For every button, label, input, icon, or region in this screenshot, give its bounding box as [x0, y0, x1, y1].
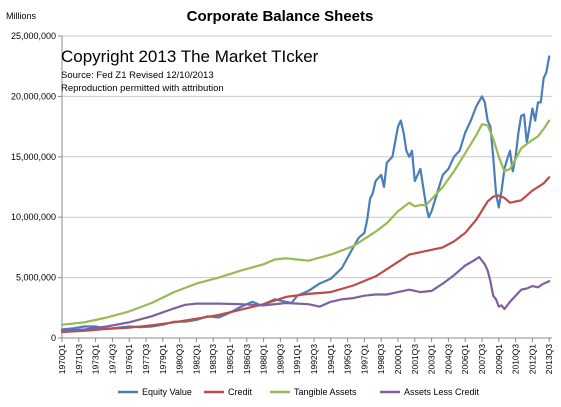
x-tick-label: 2000Q1: [393, 344, 403, 375]
series-line-equity-value: [60, 55, 551, 331]
x-tick-label: 2007Q3: [477, 344, 487, 375]
reproduction-annotation: Reproduction permitted with attribution: [61, 83, 224, 94]
x-tick-label: 2010Q3: [511, 344, 521, 375]
series-line-tangible-assets: [60, 119, 551, 326]
x-axis-ticks: 1970Q1 1971Q3 1973Q1 1974Q3 1976Q1 1977Q3 1979…: [57, 338, 554, 374]
y-tick-label: 25,000,000: [11, 31, 56, 41]
x-tick-label: 1985Q1: [225, 344, 235, 375]
x-tick-label: 1973Q1: [91, 344, 101, 375]
x-tick-label: 1992Q3: [309, 344, 319, 375]
legend-label-equity-value: Equity Value: [142, 387, 192, 397]
x-tick-label: 2001Q3: [410, 344, 420, 375]
y-axis-label: Millions: [6, 11, 37, 21]
series-lines: [60, 55, 551, 334]
x-tick-label: 1994Q1: [326, 344, 336, 375]
x-tick-label: 1998Q3: [376, 344, 386, 375]
grid-lines: [62, 35, 552, 279]
x-tick-label: 1983Q3: [208, 344, 218, 375]
x-tick-label: 1995Q3: [343, 344, 353, 375]
copyright-annotation: Copyright 2013 The Market TIcker: [61, 47, 319, 66]
axes: [61, 36, 552, 339]
x-tick-label: 1986Q3: [242, 344, 252, 375]
x-tick-label: 2009Q1: [494, 344, 504, 375]
x-tick-label: 1979Q1: [158, 344, 168, 375]
x-tick-label: 1989Q3: [275, 344, 285, 375]
chart-title: Corporate Balance Sheets: [187, 8, 374, 25]
x-tick-label: 2006Q1: [460, 344, 470, 375]
source-annotation: Source: Fed Z1 Revised 12/10/2013: [61, 70, 214, 81]
series-line-credit: [60, 176, 551, 334]
x-tick-label: 1980Q3: [175, 344, 185, 375]
series-line-assets-less-credit: [60, 256, 551, 332]
x-tick-label: 1974Q3: [107, 344, 117, 375]
x-tick-label: 1970Q1: [57, 344, 67, 375]
x-tick-label: 1977Q3: [141, 344, 151, 375]
x-tick-label: 1976Q1: [124, 344, 134, 375]
x-tick-label: 1971Q3: [74, 344, 84, 375]
x-tick-label: 2012Q1: [527, 344, 537, 375]
x-tick-label: 2004Q3: [443, 344, 453, 375]
x-tick-label: 1997Q1: [359, 344, 369, 375]
x-tick-label: 2003Q1: [427, 344, 437, 375]
y-tick-label: 20,000,000: [11, 91, 56, 101]
x-tick-label: 1988Q1: [259, 344, 269, 375]
x-tick-label: 2013Q3: [544, 344, 554, 375]
legend-label-credit: Credit: [228, 387, 253, 397]
legend: Equity Value Credit Tangible Assets Assets …: [118, 387, 480, 397]
y-tick-label: 15,000,000: [11, 152, 56, 162]
legend-label-tangible-assets: Tangible Assets: [294, 387, 357, 397]
y-tick-label: 0: [51, 333, 56, 343]
x-tick-label: 1991Q1: [292, 344, 302, 375]
y-axis-ticks: 0 5,000,000 10,000,000 15,000,000 20,000,000…: [11, 31, 62, 343]
y-tick-label: 10,000,000: [11, 212, 56, 222]
x-tick-label: 1982Q1: [191, 344, 201, 375]
legend-label-assets-less-credit: Assets Less Credit: [404, 387, 480, 397]
y-tick-label: 5,000,000: [16, 273, 56, 283]
